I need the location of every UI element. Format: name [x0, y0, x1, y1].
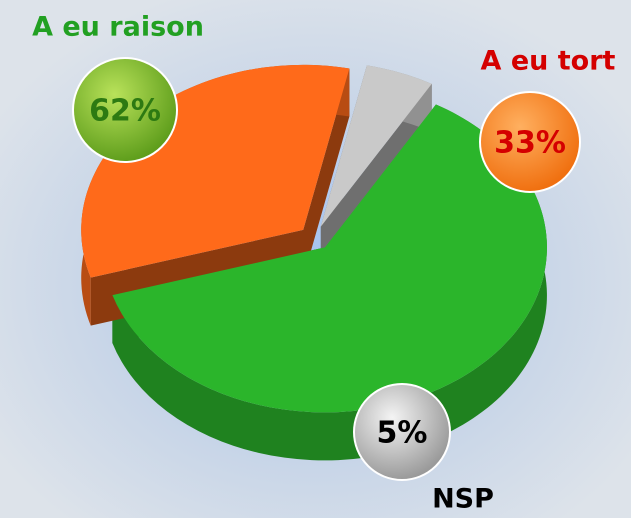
slice — [320, 65, 432, 227]
value-bubble — [479, 91, 581, 193]
value-bubble — [353, 383, 451, 481]
slice — [112, 104, 547, 413]
category-label: NSP — [432, 484, 494, 515]
value-label: 33% — [494, 126, 566, 161]
value-label: 62% — [89, 94, 161, 129]
value-bubble — [72, 57, 178, 163]
value-label: 5% — [377, 416, 428, 451]
category-label: A eu tort — [481, 46, 616, 77]
category-label: A eu raison — [32, 12, 204, 43]
